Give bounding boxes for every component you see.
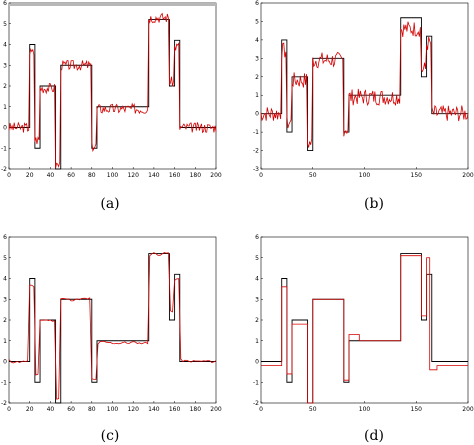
x-tick-label: 80 [88,172,96,179]
caption-d: (d) [364,428,384,444]
series-line-0 [9,253,216,404]
y-tick-label: -2 [253,400,259,407]
x-tick-label: 150 [411,172,423,179]
y-tick-label: 1 [255,92,259,99]
y-tick-label: -1 [253,379,259,386]
x-tick-label: 100 [359,172,371,179]
x-tick-label: 200 [462,172,474,179]
caption-c: (c) [101,428,120,444]
y-tick-label: 4 [3,42,7,49]
x-tick-label: 120 [127,406,139,413]
y-tick-label: 3 [255,296,259,303]
y-tick-label: -1 [1,145,7,152]
subplot-b: 0 50 100 150 200 -3 -2 -1 0 1 2 3 4 5 6 (b) [253,0,474,212]
plot-area-b: 0 50 100 150 200 -3 -2 -1 0 1 2 3 4 5 6 [253,0,474,179]
subplot-a: 0 20 40 60 80 100 120 140 160 180 200 -2 -1 0 1 2 3 4 5 6 (… [1,0,222,212]
y-tick-label: 2 [255,74,259,81]
y-tick-label: 2 [3,83,7,90]
series-line-1 [260,21,469,148]
x-tick-label: 60 [67,172,75,179]
x-tick-label: 0 [259,406,263,413]
x-tick-label: 0 [7,172,11,179]
subplot-c: 0 20 40 60 80 100 120 140 160 180 200 -2 -1 0 1 2 3 4 5 6 (… [1,234,222,444]
x-tick-label: 80 [88,406,96,413]
y-tick-label: 4 [255,276,259,283]
top-bar [9,3,216,6]
x-tick-label: 200 [210,406,222,413]
y-tick-label: 1 [3,104,7,111]
y-tick-label: 5 [3,255,7,262]
x-tick-label: 180 [190,172,202,179]
x-tick-label: 40 [47,172,55,179]
x-tick-label: 150 [411,406,423,413]
y-tick-label: 6 [3,0,7,7]
x-tick-label: 20 [26,172,34,179]
y-tick-label: 5 [255,255,259,262]
y-tick-label: 0 [255,111,259,118]
y-tick-label: 1 [3,338,7,345]
x-tick-label: 0 [7,406,11,413]
plot-area-d: 0 50 100 150 200 -2 -1 0 1 2 3 4 5 6 [253,234,474,413]
caption-b: (b) [364,196,384,212]
y-tick-label: 2 [255,317,259,324]
y-tick-label: 3 [3,296,7,303]
y-tick-label: 1 [255,338,259,345]
x-tick-label: 160 [169,172,181,179]
y-tick-label: 6 [255,234,259,241]
y-tick-label: 2 [3,317,7,324]
x-tick-label: 120 [127,172,139,179]
x-tick-label: 140 [148,172,160,179]
plot-area-a: 0 20 40 60 80 100 120 140 160 180 200 -2 -1 0 1 2 3 4 5 6 [1,0,222,179]
x-tick-label: 60 [67,406,75,413]
y-tick-label: 5 [255,18,259,25]
y-tick-label: -2 [1,400,7,407]
x-tick-label: 50 [309,172,317,179]
y-tick-label: 6 [3,234,7,241]
x-tick-label: 40 [47,406,55,413]
y-tick-label: 0 [3,125,7,132]
series-line-1 [8,12,217,169]
x-tick-label: 180 [190,406,202,413]
x-tick-label: 160 [169,406,181,413]
y-tick-label: -1 [253,129,259,136]
y-tick-label: 5 [3,21,7,28]
x-tick-label: 200 [210,172,222,179]
x-tick-label: 20 [26,406,34,413]
y-tick-label: -2 [253,148,259,155]
series-line-1 [261,255,468,404]
x-tick-label: 140 [148,406,160,413]
x-tick-label: 200 [462,406,474,413]
subplot-d: 0 50 100 150 200 -2 -1 0 1 2 3 4 5 6 (d) [253,234,474,444]
x-tick-label: 100 [359,406,371,413]
y-tick-label: 6 [255,0,259,7]
series-line-1 [8,252,217,400]
y-tick-label: 0 [3,359,7,366]
caption-a: (a) [100,196,119,212]
y-tick-label: -1 [1,379,7,386]
plot-area-c: 0 20 40 60 80 100 120 140 160 180 200 -2 -1 0 1 2 3 4 5 6 [1,234,222,413]
x-tick-label: 100 [107,172,119,179]
y-tick-label: 4 [3,276,7,283]
y-tick-label: 3 [255,55,259,62]
x-tick-label: 50 [309,406,317,413]
x-tick-label: 100 [107,406,119,413]
x-tick-label: 0 [259,172,263,179]
y-tick-label: 0 [255,359,259,366]
y-tick-label: 3 [3,62,7,69]
y-tick-label: -3 [253,166,259,173]
y-tick-label: 4 [255,37,259,44]
y-tick-label: -2 [1,166,7,173]
